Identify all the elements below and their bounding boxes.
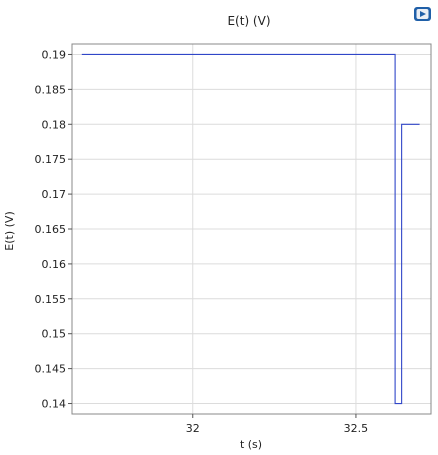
y-tick-label: 0.165	[35, 223, 67, 236]
y-tick-label: 0.16	[42, 258, 67, 271]
x-tick-label: 32	[186, 422, 200, 435]
y-tick-label: 0.145	[35, 363, 67, 376]
x-tick-label: 32.5	[344, 422, 369, 435]
series-line	[81, 53, 420, 405]
y-tick-label: 0.19	[42, 48, 67, 61]
y-tick-label: 0.17	[42, 188, 67, 201]
y-tick-label: 0.15	[42, 328, 67, 341]
series-layer	[81, 53, 420, 405]
y-axis-label: E(t) (V)	[3, 211, 16, 250]
y-tick-label: 0.155	[35, 293, 67, 306]
y-tick-label: 0.18	[42, 118, 67, 131]
grid	[72, 44, 431, 414]
comsol-logo-icon[interactable]	[414, 7, 431, 21]
y-tick-label: 0.185	[35, 83, 67, 96]
chart-title: E(t) (V)	[227, 14, 270, 28]
y-tick-label: 0.175	[35, 153, 67, 166]
y-axis: 0.14 0.145 0.15 0.155 0.16 0.165 0.17 0.175 0.18…	[35, 48, 72, 411]
x-axis: 32 32.5	[186, 414, 368, 435]
x-axis-label: t (s)	[240, 438, 262, 451]
y-tick-label: 0.14	[42, 398, 67, 411]
